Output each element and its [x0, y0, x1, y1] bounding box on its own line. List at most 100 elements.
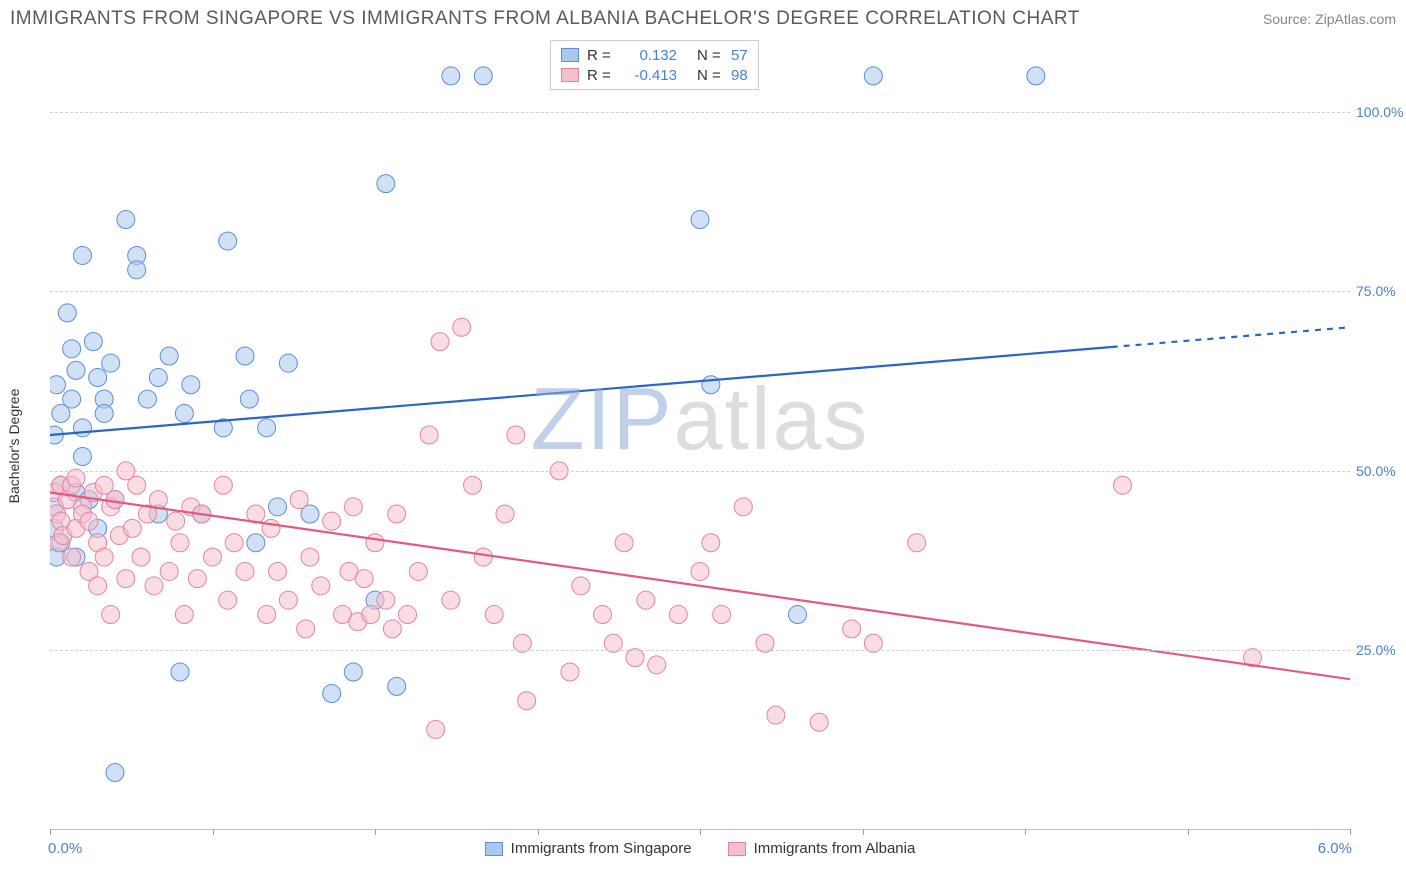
scatter-point-albania — [648, 656, 666, 674]
scatter-point-singapore — [63, 340, 81, 358]
r-label: R = — [587, 67, 613, 84]
scatter-point-albania — [702, 534, 720, 552]
scatter-point-singapore — [182, 376, 200, 394]
scatter-point-singapore — [442, 67, 460, 85]
page-title: IMMIGRANTS FROM SINGAPORE VS IMMIGRANTS … — [10, 8, 1080, 30]
scatter-point-albania — [572, 577, 590, 595]
y-tick-label: 75.0% — [1356, 283, 1406, 299]
x-tick-mark — [1025, 829, 1026, 835]
scatter-point-singapore — [95, 404, 113, 422]
x-tick-mark — [50, 829, 51, 835]
y-gridline — [50, 650, 1350, 651]
scatter-point-albania — [594, 606, 612, 624]
scatter-point-albania — [713, 606, 731, 624]
scatter-point-albania — [442, 591, 460, 609]
scatter-point-singapore — [1027, 67, 1045, 85]
scatter-point-singapore — [219, 232, 237, 250]
scatter-point-singapore — [175, 404, 193, 422]
scatter-point-albania — [167, 512, 185, 530]
scatter-point-albania — [355, 570, 373, 588]
scatter-point-singapore — [160, 347, 178, 365]
scatter-point-albania — [128, 476, 146, 494]
y-tick-label: 25.0% — [1356, 642, 1406, 658]
y-axis-label: Bachelor's Degree — [6, 389, 22, 504]
scatter-point-albania — [507, 426, 525, 444]
n-label: N = — [697, 47, 723, 64]
scatter-point-albania — [615, 534, 633, 552]
scatter-point-albania — [225, 534, 243, 552]
x-tick-mark — [700, 829, 701, 835]
scatter-point-albania — [297, 620, 315, 638]
scatter-point-albania — [80, 512, 98, 530]
source-attribution: Source: ZipAtlas.com — [1263, 11, 1396, 27]
scatter-point-singapore — [474, 67, 492, 85]
scatter-point-singapore — [377, 175, 395, 193]
scatter-point-albania — [312, 577, 330, 595]
scatter-point-singapore — [691, 211, 709, 229]
scatter-point-singapore — [50, 376, 66, 394]
scatter-point-albania — [95, 548, 113, 566]
scatter-point-singapore — [171, 663, 189, 681]
scatter-point-singapore — [149, 369, 167, 387]
scatter-point-albania — [102, 606, 120, 624]
n-label: N = — [697, 67, 723, 84]
n-value-singapore: 57 — [731, 47, 748, 64]
scatter-point-albania — [204, 548, 222, 566]
swatch-albania-icon — [561, 68, 579, 82]
scatter-point-albania — [236, 562, 254, 580]
scatter-point-albania — [409, 562, 427, 580]
swatch-singapore-icon — [485, 842, 503, 856]
scatter-point-singapore — [102, 354, 120, 372]
scatter-point-singapore — [864, 67, 882, 85]
scatter-point-albania — [344, 498, 362, 516]
scatter-point-albania — [219, 591, 237, 609]
r-value-singapore: 0.132 — [621, 47, 677, 64]
scatter-point-singapore — [106, 764, 124, 782]
y-tick-label: 50.0% — [1356, 463, 1406, 479]
scatter-point-singapore — [344, 663, 362, 681]
scatter-point-singapore — [139, 390, 157, 408]
scatter-point-albania — [485, 606, 503, 624]
scatter-point-singapore — [74, 448, 92, 466]
y-tick-label: 100.0% — [1356, 104, 1406, 120]
scatter-point-albania — [258, 606, 276, 624]
x-tick-mark — [538, 829, 539, 835]
series-legend: Immigrants from Singapore Immigrants from… — [50, 840, 1350, 857]
scatter-point-albania — [496, 505, 514, 523]
x-tick-mark — [375, 829, 376, 835]
scatter-point-albania — [132, 548, 150, 566]
legend-label-singapore: Immigrants from Singapore — [511, 840, 692, 857]
x-tick-mark — [1350, 829, 1351, 835]
scatter-point-albania — [420, 426, 438, 444]
scatter-point-albania — [89, 577, 107, 595]
scatter-point-albania — [160, 562, 178, 580]
r-label: R = — [587, 47, 613, 64]
scatter-point-albania — [388, 505, 406, 523]
corr-legend-row-singapore: R = 0.132 N = 57 — [561, 45, 748, 65]
legend-label-albania: Immigrants from Albania — [754, 840, 916, 857]
x-tick-mark — [1188, 829, 1189, 835]
scatter-point-albania — [269, 562, 287, 580]
n-value-albania: 98 — [731, 67, 748, 84]
scatter-point-albania — [453, 318, 471, 336]
scatter-point-albania — [63, 548, 81, 566]
scatter-point-albania — [383, 620, 401, 638]
legend-item-albania: Immigrants from Albania — [728, 840, 916, 857]
scatter-point-singapore — [258, 419, 276, 437]
scatter-point-albania — [214, 476, 232, 494]
scatter-point-albania — [1114, 476, 1132, 494]
x-tick-mark — [213, 829, 214, 835]
scatter-point-albania — [637, 591, 655, 609]
scatter-point-singapore — [89, 369, 107, 387]
scatter-point-albania — [669, 606, 687, 624]
r-value-albania: -0.413 — [621, 67, 677, 84]
scatter-point-singapore — [236, 347, 254, 365]
scatter-point-albania — [323, 512, 341, 530]
scatter-point-albania — [117, 570, 135, 588]
scatter-point-albania — [366, 534, 384, 552]
scatter-point-singapore — [117, 211, 135, 229]
scatter-point-albania — [427, 720, 445, 738]
scatter-point-singapore — [240, 390, 258, 408]
scatter-point-albania — [175, 606, 193, 624]
scatter-point-singapore — [388, 677, 406, 695]
